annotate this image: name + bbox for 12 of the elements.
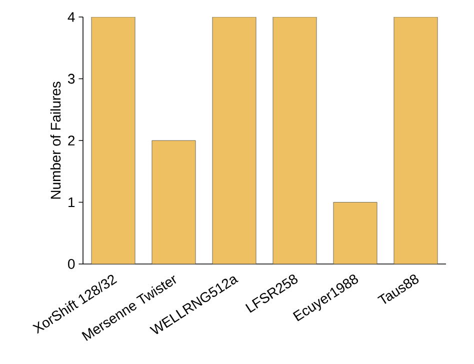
- y-tick-label: 0: [68, 259, 75, 269]
- y-axis-title: Number of Failures: [50, 82, 61, 199]
- y-tick-label: 1: [68, 197, 75, 208]
- y-tick-label: 4: [68, 12, 75, 22]
- y-tick-label: 3: [68, 74, 75, 84]
- y-tick-label: 2: [68, 136, 75, 146]
- bar: [394, 16, 438, 264]
- bar: [91, 16, 136, 264]
- bar: [152, 140, 196, 264]
- bar: [212, 16, 256, 264]
- bar: [333, 202, 378, 264]
- bar: [272, 16, 317, 264]
